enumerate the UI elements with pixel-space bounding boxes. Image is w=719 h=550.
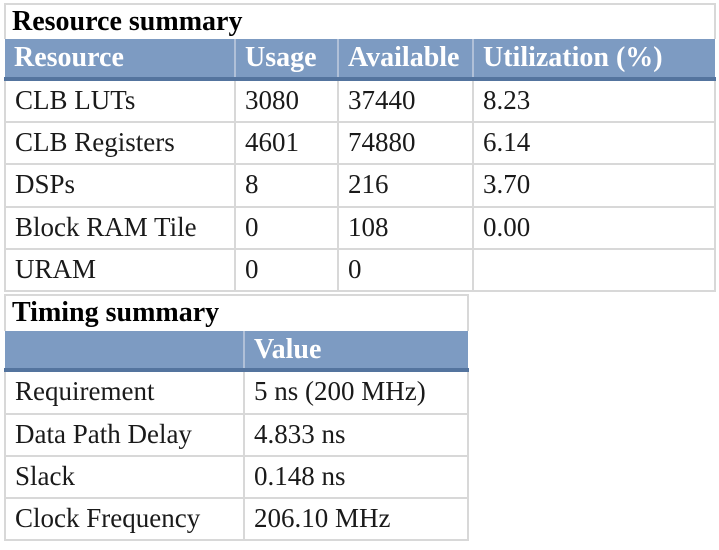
cell-resource: URAM [4,248,236,293]
cell-available: 74880 [337,121,474,166]
table-row: Data Path Delay 4.833 ns [4,412,470,457]
cell-utilization: 3.70 [471,163,717,208]
column-header-available: Available [337,39,473,81]
table-row: DSPs 8 216 3.70 [4,163,717,208]
cell-resource: CLB Registers [4,121,236,166]
cell-available: 0 [337,248,474,293]
cell-available: 216 [337,163,474,208]
timing-summary-title: Timing summary [3,294,470,331]
resource-summary-title: Resource summary [3,2,717,40]
cell-usage: 0 [234,248,339,293]
cell-value: 5 ns (200 MHz) [242,369,470,415]
column-header-value: Value [242,330,469,373]
cell-value: 206.10 MHz [242,497,470,542]
cell-value: 0.148 ns [242,454,470,500]
cell-value: 4.833 ns [242,412,470,457]
resource-summary-header-row: Resource Usage Available Utilization (%) [5,39,716,81]
cell-utilization: 8.23 [471,77,717,124]
cell-available: 37440 [337,77,474,124]
cell-usage: 8 [234,163,339,208]
cell-usage: 0 [234,205,339,251]
cell-resource: CLB LUTs [4,77,236,124]
cell-metric: Slack [4,454,245,500]
timing-summary-header-row: Value [5,330,469,373]
timing-summary-title-row: Timing summary [3,294,470,331]
cell-available: 108 [337,205,474,251]
column-header-resource: Resource [5,39,235,81]
cell-usage: 4601 [234,121,339,166]
table-row: CLB LUTs 3080 37440 8.23 [4,77,717,124]
cell-metric: Requirement [4,369,245,415]
cell-resource: DSPs [4,163,236,208]
column-header-usage: Usage [234,39,338,81]
cell-utilization: 0.00 [471,205,717,251]
column-header-metric [5,330,244,373]
timing-summary-table: Timing summary Value Requirement 5 ns (2… [3,294,470,542]
column-header-utilization: Utilization (%) [471,39,716,81]
table-row: Requirement 5 ns (200 MHz) [4,369,470,415]
cell-usage: 3080 [234,77,339,124]
cell-resource: Block RAM Tile [4,205,236,251]
table-row: Block RAM Tile 0 108 0.00 [4,205,717,251]
resource-summary-title-row: Resource summary [3,2,717,40]
table-row: CLB Registers 4601 74880 6.14 [4,121,717,166]
table-row: Slack 0.148 ns [4,454,470,500]
cell-utilization [471,248,717,293]
table-row: URAM 0 0 [4,248,717,293]
cell-metric: Clock Frequency [4,497,245,542]
cell-metric: Data Path Delay [4,412,245,457]
resource-summary-table: Resource summary Resource Usage Availabl… [3,2,717,293]
table-row: Clock Frequency 206.10 MHz [4,497,470,542]
cell-utilization: 6.14 [471,121,717,166]
